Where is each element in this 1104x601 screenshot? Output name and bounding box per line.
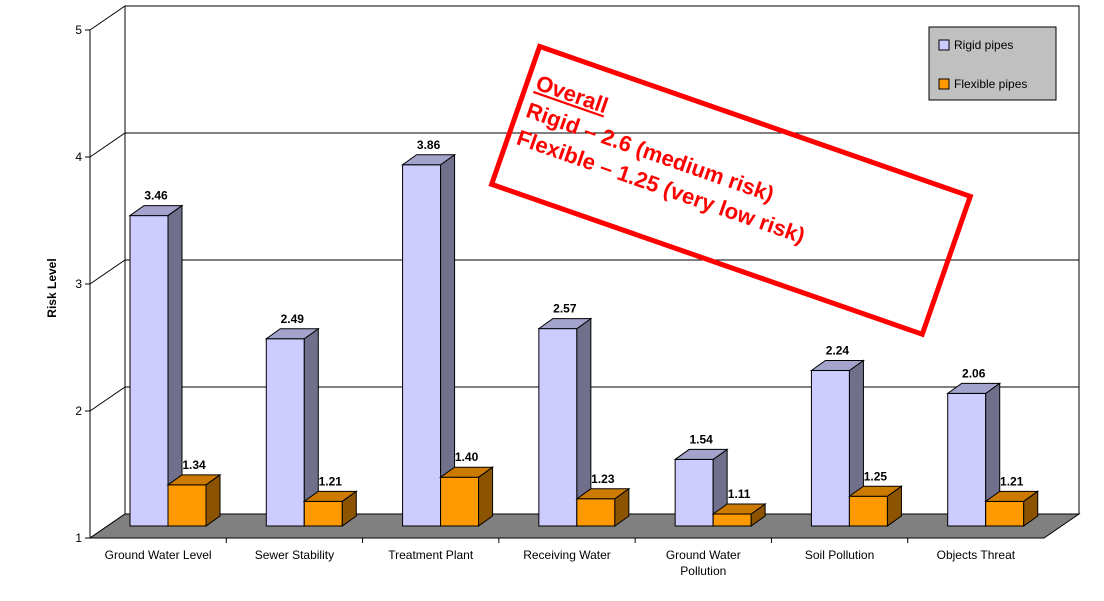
y-axis-label: Risk Level: [45, 258, 59, 317]
bar-front: [538, 328, 578, 527]
bar-top: [984, 490, 1040, 502]
y-tick-label: 5: [75, 23, 82, 37]
bar-value-label: 1.40: [455, 450, 479, 464]
bar-top: [264, 328, 320, 340]
bar-rigid: [537, 317, 593, 527]
bar-top: [166, 474, 222, 486]
bar-top: [946, 382, 1002, 394]
axes: [85, 6, 1044, 543]
x-tick-label: Ground Water: [666, 548, 741, 562]
bar-rigid: [946, 382, 1002, 527]
bar-flexible: [439, 466, 495, 527]
x-tick-label: Receiving Water: [523, 548, 611, 562]
bar-flexible: [847, 485, 903, 527]
value-labels: 3.46 1.34 2.49 1.21 3.86 1.40 2.57 1.23 1.54 1.11…: [144, 138, 1023, 501]
bar-value-label: 1.23: [591, 472, 615, 486]
bar-front: [810, 370, 850, 527]
x-tick-labels: Ground Water Level Sewer Stability Treatme…: [105, 548, 1016, 578]
y-tick-labels: 1 2 3 4 5: [75, 23, 82, 545]
bar-top: [537, 318, 593, 330]
bar-top: [809, 360, 865, 372]
bars: [128, 153, 1040, 527]
bar-top: [401, 154, 457, 166]
bar-top: [128, 205, 184, 217]
bar-value-label: 3.46: [144, 189, 168, 203]
bar-value-label: 1.25: [864, 469, 888, 483]
legend-label-flexible: Flexible pipes: [954, 77, 1027, 91]
x-tick-label: Ground Water Level: [105, 548, 212, 562]
x-tick-label: Treatment Plant: [388, 548, 474, 562]
bar-top: [302, 490, 358, 502]
bar-rigid: [673, 448, 729, 527]
bar-flexible: [984, 490, 1040, 527]
bar-value-label: 1.21: [1000, 474, 1024, 488]
bar-front: [129, 215, 169, 527]
bar-rigid: [264, 327, 320, 527]
y-tick-label: 1: [75, 531, 82, 545]
bar-front: [674, 458, 714, 527]
bar-value-label: 1.34: [182, 458, 206, 472]
bar-top: [673, 448, 729, 460]
legend: Rigid pipes Flexible pipes: [928, 26, 1057, 101]
bar-value-label: 1.54: [689, 432, 713, 446]
bar-top: [711, 503, 767, 515]
y-tick-label: 3: [75, 277, 82, 291]
bar-rigid: [809, 359, 865, 527]
x-tick-label: Pollution: [680, 564, 726, 578]
bar-rigid: [401, 153, 457, 527]
bar-flexible: [166, 473, 222, 527]
bar-front: [303, 500, 343, 527]
bar-flexible: [575, 487, 631, 527]
bar-top: [439, 466, 495, 478]
y-tick-label: 2: [75, 404, 82, 418]
x-tick-label: Soil Pollution: [805, 548, 874, 562]
y-tick-label: 4: [75, 150, 82, 164]
legend-box: [928, 26, 1057, 101]
bar-value-label: 2.57: [553, 302, 577, 316]
bar-value-label: 2.24: [826, 344, 850, 358]
x-tick-label: Objects Threat: [937, 548, 1016, 562]
bar-front: [712, 513, 752, 527]
bar-top: [575, 488, 631, 500]
legend-label-rigid: Rigid pipes: [954, 38, 1013, 52]
bar-front: [848, 495, 888, 527]
bar-value-label: 3.86: [417, 138, 441, 152]
bar-front: [440, 476, 480, 527]
bar-front: [947, 392, 987, 527]
bar-front: [576, 498, 616, 527]
bar-front: [167, 484, 207, 527]
bar-value-label: 2.49: [281, 312, 305, 326]
bar-front: [265, 338, 305, 527]
bar-rigid: [128, 204, 184, 527]
bar-value-label: 2.06: [962, 366, 986, 380]
x-tick-label: Sewer Stability: [255, 548, 334, 562]
bar-top: [847, 485, 903, 497]
legend-swatch-rigid: [938, 39, 950, 51]
bar-front: [985, 500, 1025, 527]
bar-flexible: [302, 490, 358, 527]
legend-swatch-flexible: [938, 78, 950, 90]
bar-value-label: 1.21: [319, 474, 343, 488]
annotation-box: [488, 43, 974, 338]
bar-value-label: 1.11: [728, 487, 751, 501]
bar-flexible: [711, 503, 767, 527]
bar-front: [402, 164, 442, 527]
